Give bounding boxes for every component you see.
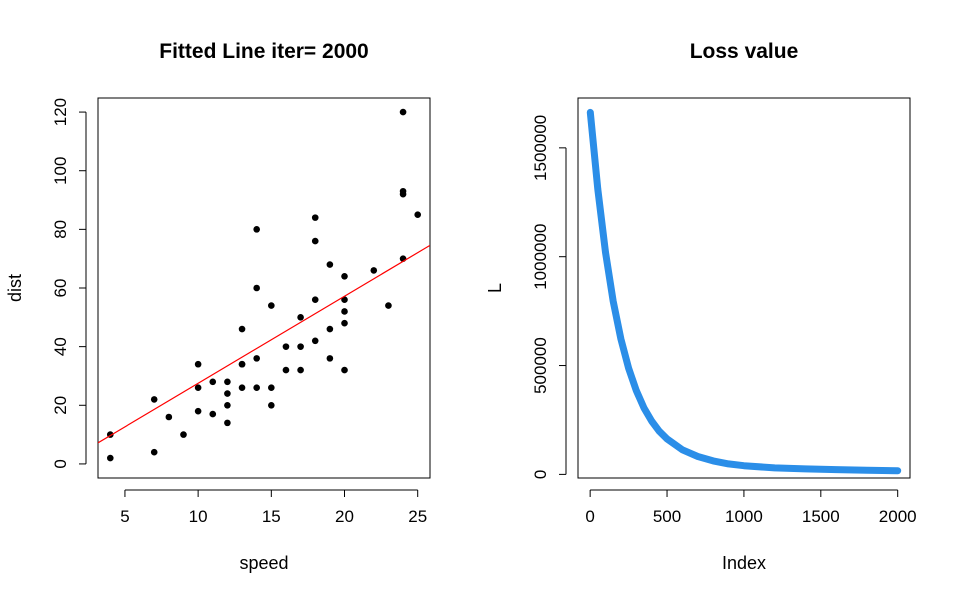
data-point xyxy=(297,343,304,350)
data-point xyxy=(180,431,187,438)
y-tick-label: 1000000 xyxy=(531,224,550,290)
x-axis-label: Index xyxy=(722,553,766,573)
x-tick-label: 1000 xyxy=(725,507,763,526)
data-point xyxy=(224,390,231,397)
data-point xyxy=(165,413,173,421)
data-marks xyxy=(586,108,902,475)
x-tick-label: 20 xyxy=(335,507,354,526)
data-point xyxy=(253,355,260,362)
data-point xyxy=(341,366,348,374)
x-tick-label: 2000 xyxy=(879,507,917,526)
data-point xyxy=(385,302,392,309)
data-point xyxy=(341,308,348,315)
data-point xyxy=(209,410,217,418)
data-point xyxy=(297,366,304,374)
data-point xyxy=(253,226,260,233)
x-tick-label: 25 xyxy=(408,507,427,526)
y-axis-label: dist xyxy=(5,274,25,302)
data-point xyxy=(282,366,290,374)
data-marks xyxy=(98,108,430,462)
y-tick-label: 100 xyxy=(51,157,70,185)
data-point xyxy=(268,401,275,409)
data-point xyxy=(194,407,202,415)
data-point xyxy=(341,319,348,327)
data-point xyxy=(268,384,275,391)
chart-title: Loss value xyxy=(690,40,799,63)
x-tick-label: 10 xyxy=(189,507,208,526)
data-point xyxy=(399,108,407,116)
data-point xyxy=(326,325,334,333)
data-point xyxy=(253,384,260,391)
data-point xyxy=(311,296,319,304)
fitted-line xyxy=(98,244,430,444)
y-tick-label: 20 xyxy=(51,396,70,415)
y-tick-label: 120 xyxy=(51,98,70,126)
data-point xyxy=(238,384,246,391)
y-tick-label: 0 xyxy=(51,459,70,468)
x-axis: 0 500 1000 1500 2000 xyxy=(585,489,917,526)
data-point xyxy=(311,214,319,221)
x-axis: 5 10 15 20 25 xyxy=(120,489,427,526)
y-axis: 0 20 40 60 80 100 120 xyxy=(51,98,87,469)
y-tick-label: 40 xyxy=(51,337,70,356)
data-point xyxy=(341,296,348,304)
data-point xyxy=(194,360,202,368)
data-point xyxy=(326,261,334,268)
data-point xyxy=(224,419,231,427)
y-axis: 0 500000 1000000 1500000 xyxy=(531,115,567,479)
data-point xyxy=(268,302,275,309)
y-axis-label: L xyxy=(485,283,505,293)
fitted-line-chart: Fitted Line iter= 2000 5 10 15 20 25 0 20 40 60… xyxy=(5,40,431,573)
y-tick-label: 80 xyxy=(51,220,70,239)
loss-series-line xyxy=(586,108,902,475)
data-point xyxy=(370,267,378,274)
data-point xyxy=(399,187,407,195)
data-point xyxy=(297,314,304,321)
data-point xyxy=(341,272,348,280)
data-point xyxy=(150,448,158,456)
data-point xyxy=(150,396,158,403)
data-point xyxy=(194,384,202,391)
data-point xyxy=(238,360,246,368)
chart-title: Fitted Line iter= 2000 xyxy=(159,40,369,63)
x-tick-label: 0 xyxy=(585,507,594,526)
x-tick-label: 15 xyxy=(262,507,281,526)
data-point xyxy=(253,284,260,292)
data-point xyxy=(224,378,231,386)
loss-value-chart: Loss value 0 500 1000 1500 2000 0 500000 10000… xyxy=(485,40,917,573)
y-tick-label: 1500000 xyxy=(531,115,550,181)
data-point xyxy=(311,337,319,345)
plot-frame xyxy=(97,97,431,479)
data-point xyxy=(106,454,114,462)
data-point xyxy=(311,237,319,245)
data-point xyxy=(414,211,422,218)
data-point xyxy=(238,325,246,333)
data-point xyxy=(224,401,231,409)
y-tick-label: 500000 xyxy=(531,337,550,394)
data-point xyxy=(282,343,290,350)
data-point xyxy=(209,378,217,386)
x-tick-label: 5 xyxy=(120,507,129,526)
x-axis-label: speed xyxy=(239,553,288,573)
x-tick-label: 1500 xyxy=(802,507,840,526)
plot-frame xyxy=(577,97,911,479)
y-tick-label: 60 xyxy=(51,279,70,298)
y-tick-label: 0 xyxy=(531,470,550,479)
x-tick-label: 500 xyxy=(653,507,681,526)
data-point xyxy=(326,355,334,362)
